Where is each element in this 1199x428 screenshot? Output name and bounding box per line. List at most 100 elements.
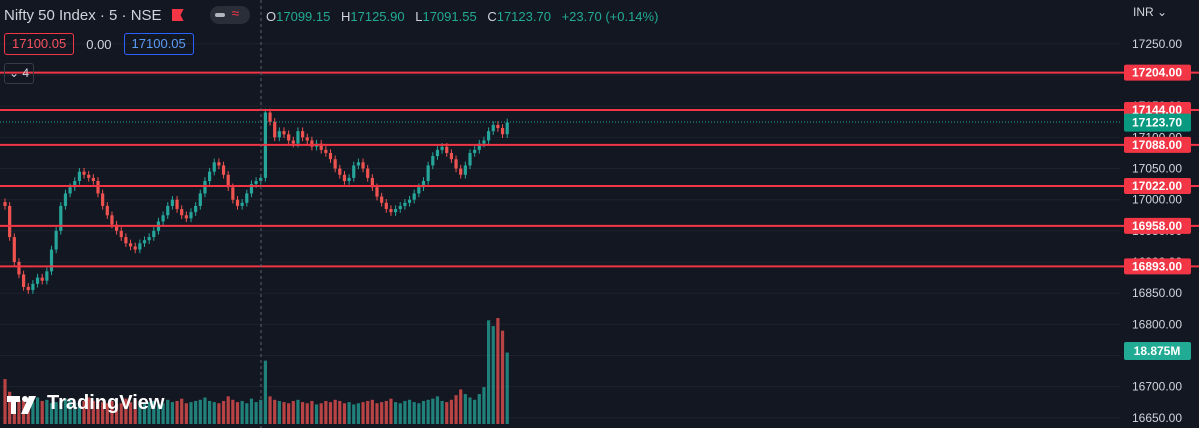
candle-body: [417, 187, 421, 194]
sell-button[interactable]: 17100.05: [4, 33, 75, 55]
volume-bar: [17, 399, 21, 424]
close-value: 17123.70: [496, 9, 551, 24]
volume-tag: [1124, 342, 1191, 360]
volume-bar: [412, 402, 416, 424]
candle-body: [3, 202, 7, 206]
volume-bar: [291, 400, 295, 424]
volume-bar: [101, 402, 105, 424]
volume-bar: [77, 402, 81, 424]
volume-tag-label: 18.875M: [1134, 344, 1181, 358]
ohlc-legend: O17099.15 H17125.90 L17091.55 C17123.70 …: [266, 9, 665, 24]
candle-body: [459, 168, 463, 175]
volume-bar: [63, 398, 68, 424]
volume-bar: [110, 400, 114, 424]
volume-bar: [505, 352, 509, 424]
volume-bar: [54, 402, 58, 424]
volume-bar: [282, 402, 286, 424]
volume-bar: [487, 320, 491, 424]
candle-body: [473, 149, 477, 153]
volume-bar: [138, 400, 142, 424]
close-label: C: [487, 9, 497, 24]
candle-body: [463, 165, 467, 175]
candle-body: [491, 124, 495, 132]
volume-bar: [245, 403, 249, 424]
candle-body: [380, 196, 384, 203]
volume-bar: [440, 400, 444, 424]
volume-bar: [445, 402, 449, 424]
volume-bar: [347, 402, 351, 424]
y-tick-label: 17000.00: [1132, 193, 1182, 207]
tradingview-logo[interactable]: TradingView: [7, 392, 164, 415]
volume-bar: [161, 403, 165, 424]
volume-bar: [96, 399, 100, 424]
volume-bar: [203, 397, 207, 424]
candle-body: [482, 140, 486, 144]
candle-body: [170, 199, 174, 206]
candle-body: [375, 187, 379, 197]
currency-label: INR: [1133, 5, 1154, 19]
volume-bar: [356, 403, 360, 424]
candle-body: [249, 184, 254, 194]
candle-body: [40, 277, 44, 281]
change-value: +23.70 (+0.14%): [561, 9, 659, 24]
volume-bar: [366, 400, 370, 424]
volume-bar: [235, 402, 240, 424]
candle-body: [73, 181, 77, 188]
volume-bar: [384, 400, 388, 424]
volume-bar: [221, 400, 226, 424]
volume-bar: [49, 403, 54, 424]
volume-bar: [73, 403, 77, 424]
candle-body: [487, 131, 491, 141]
level-lines[interactable]: [0, 71, 1199, 268]
candle-body: [342, 174, 347, 181]
symbol-header[interactable]: Nifty 50 Index · 5 · NSE ≈: [4, 5, 250, 24]
symbol-title[interactable]: Nifty 50 Index · 5 · NSE: [4, 6, 162, 24]
candle-body: [431, 156, 435, 166]
currency-selector[interactable]: INR ⌄: [1133, 5, 1167, 19]
volume-bar: [459, 389, 463, 424]
candle-body: [152, 230, 156, 238]
candle-body: [8, 205, 12, 238]
volume-bar: [147, 402, 151, 424]
volume-bar: [496, 318, 500, 424]
candle-body: [54, 230, 58, 250]
last-price-tag: [1124, 113, 1191, 132]
volume-bar: [263, 360, 267, 424]
candle-body: [59, 205, 63, 231]
candle-body: [22, 274, 26, 287]
volume-bar: [468, 397, 472, 424]
volume-bar: [180, 398, 184, 424]
volume-bar: [259, 399, 263, 424]
candle-body: [161, 215, 165, 222]
candle-body: [235, 199, 240, 206]
volume-bar: [254, 402, 258, 424]
candle-body: [296, 131, 300, 144]
indicators-toggle[interactable]: ⌄ 4: [4, 63, 34, 84]
y-tick-label: 16700.00: [1132, 380, 1182, 394]
volume-bar: [370, 399, 374, 424]
candle-body: [338, 168, 342, 175]
candle-body: [366, 168, 370, 178]
level-tag: [1124, 217, 1191, 234]
volume-bar: [231, 399, 235, 424]
candle-body: [63, 193, 68, 206]
candle-body: [68, 187, 72, 194]
indicator-count: 4: [22, 66, 30, 80]
candle-body: [194, 205, 198, 213]
volume-bar: [500, 330, 505, 424]
buy-button[interactable]: 17100.05: [123, 33, 194, 55]
volume-bar: [166, 399, 170, 424]
candle-body: [49, 249, 54, 272]
market-status-icon[interactable]: ≈: [209, 5, 250, 24]
candle-body: [426, 165, 430, 181]
volume-bar: [421, 400, 426, 424]
high-label: H: [340, 9, 351, 24]
volume-bar: [403, 400, 407, 424]
volume-bar: [40, 400, 44, 424]
flag-icon[interactable]: [171, 9, 184, 21]
candle-body: [142, 240, 147, 244]
candle-body: [217, 162, 221, 166]
price-tags: 17204.00 17144.00 17088.00 17022.00 16958.00…: [1124, 64, 1191, 360]
volume-bar: [342, 403, 347, 424]
